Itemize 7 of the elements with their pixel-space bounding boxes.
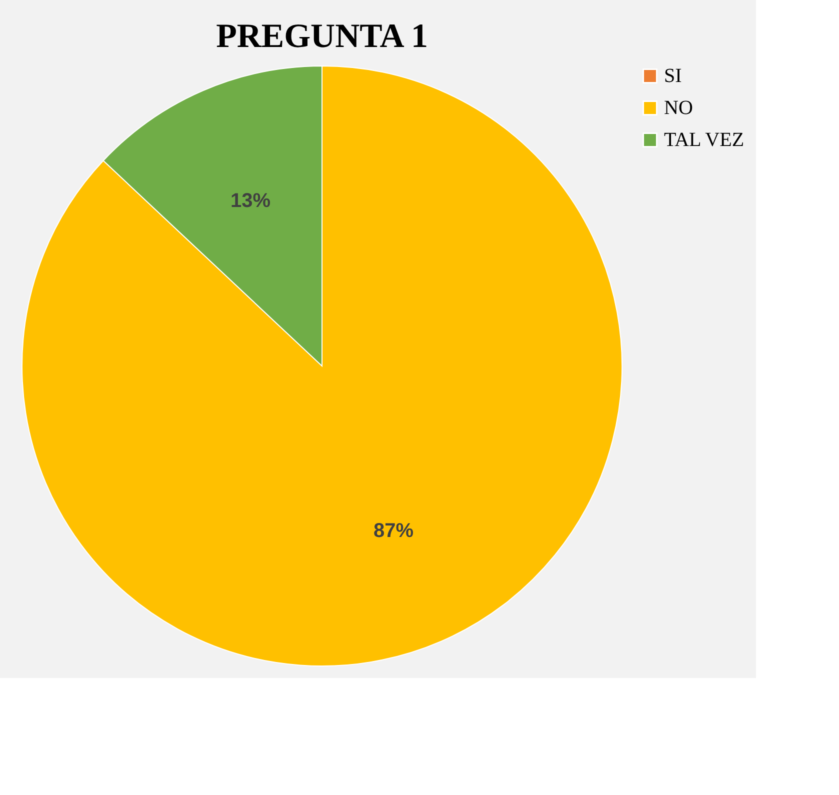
data-label: 13% [230,190,271,212]
pie-slice [22,66,622,666]
legend-label: SI [664,65,682,87]
chart-title: PREGUNTA 1 [216,18,428,55]
legend-label: NO [664,97,693,119]
legend-label: TAL VEZ [664,129,744,151]
data-label: 87% [373,520,414,542]
